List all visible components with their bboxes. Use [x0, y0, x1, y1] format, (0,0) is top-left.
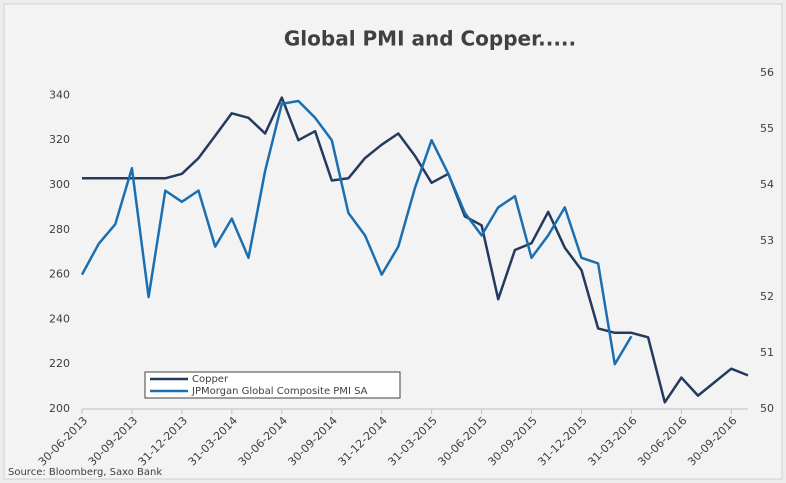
- y2-tick-label: 53: [760, 234, 774, 247]
- y-tick-label: 320: [49, 133, 70, 146]
- chart-area: [3, 3, 783, 480]
- y2-tick-label: 52: [760, 290, 774, 303]
- y-tick-label: 280: [49, 223, 70, 236]
- series-line: [80, 99, 633, 366]
- y-tick-label: 240: [49, 312, 70, 325]
- y-tick-label: 300: [49, 178, 70, 191]
- y2-tick-label: 55: [760, 122, 774, 135]
- y2-tick-label: 56: [760, 66, 774, 79]
- legend-label: Copper: [192, 374, 229, 385]
- y2-tick-label: 54: [760, 178, 774, 191]
- chart-title: Global PMI and Copper.....: [284, 27, 576, 51]
- y-tick-label: 260: [49, 268, 70, 281]
- y2-tick-label: 50: [760, 402, 774, 415]
- y-tick-label: 220: [49, 357, 70, 370]
- y-tick-label: 200: [49, 402, 70, 415]
- legend-box: [144, 371, 401, 399]
- legend-label: JPMorgan Global Composite PMI SA: [191, 386, 368, 397]
- y-tick-label: 340: [49, 88, 70, 101]
- series-line: [82, 96, 749, 404]
- source: Source: Bloomberg, Saxo Bank: [8, 467, 162, 478]
- y2-tick-label: 51: [760, 346, 774, 359]
